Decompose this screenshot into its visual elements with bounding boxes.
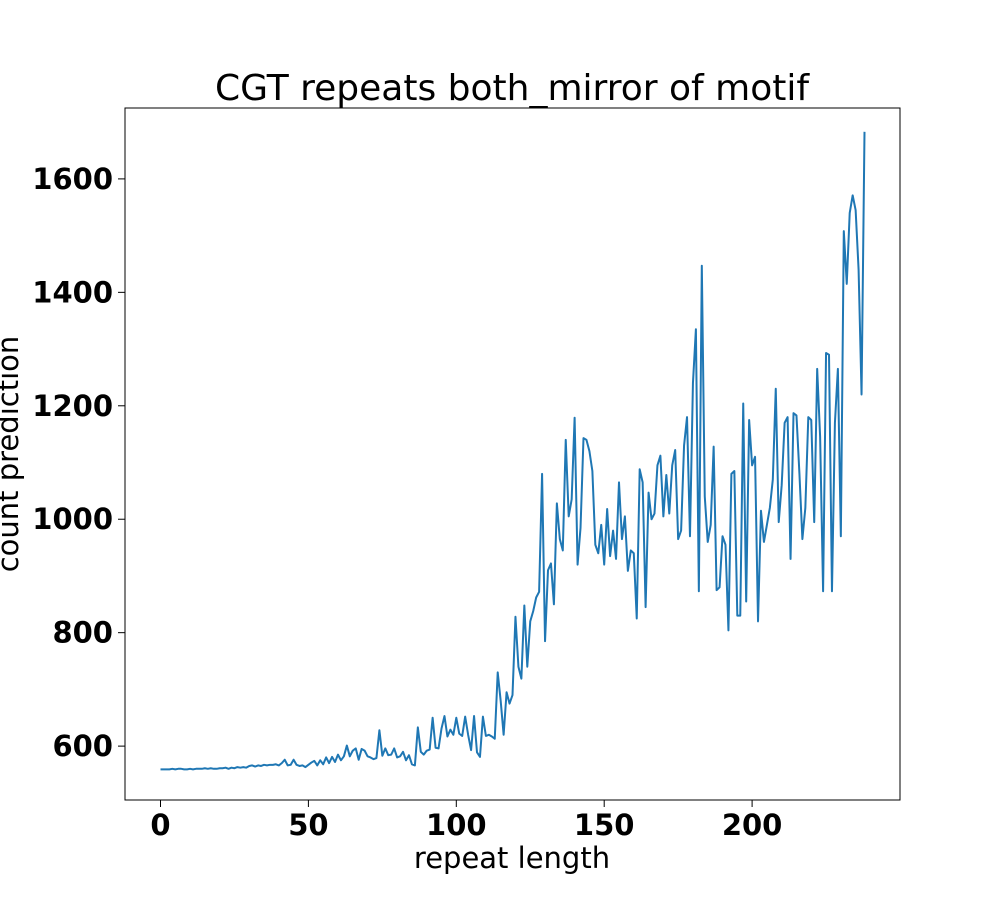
series-line: [160, 131, 866, 771]
y-tick-label: 800: [52, 616, 113, 650]
x-tick-label: 150: [574, 808, 635, 842]
y-tick-label: 600: [52, 729, 113, 763]
x-tick-label: 200: [722, 808, 783, 842]
x-tick-label: 100: [426, 808, 487, 842]
y-axis-label: count prediction: [0, 336, 25, 573]
y-tick-label: 1400: [32, 275, 113, 309]
x-axis-label: repeat length: [414, 841, 610, 875]
y-tick-label: 1200: [32, 389, 113, 423]
x-axis: 0 50 100 150 200: [150, 800, 782, 842]
x-tick-label: 0: [150, 808, 170, 842]
y-tick-label: 1600: [32, 162, 113, 196]
x-tick-label: 50: [288, 808, 328, 842]
y-axis: 600 800 1000 1200 1400 1600: [32, 162, 125, 763]
y-tick-label: 1000: [32, 502, 113, 536]
series-layer: [160, 131, 866, 771]
chart-title: CGT repeats both_mirror of motif: [215, 68, 810, 109]
